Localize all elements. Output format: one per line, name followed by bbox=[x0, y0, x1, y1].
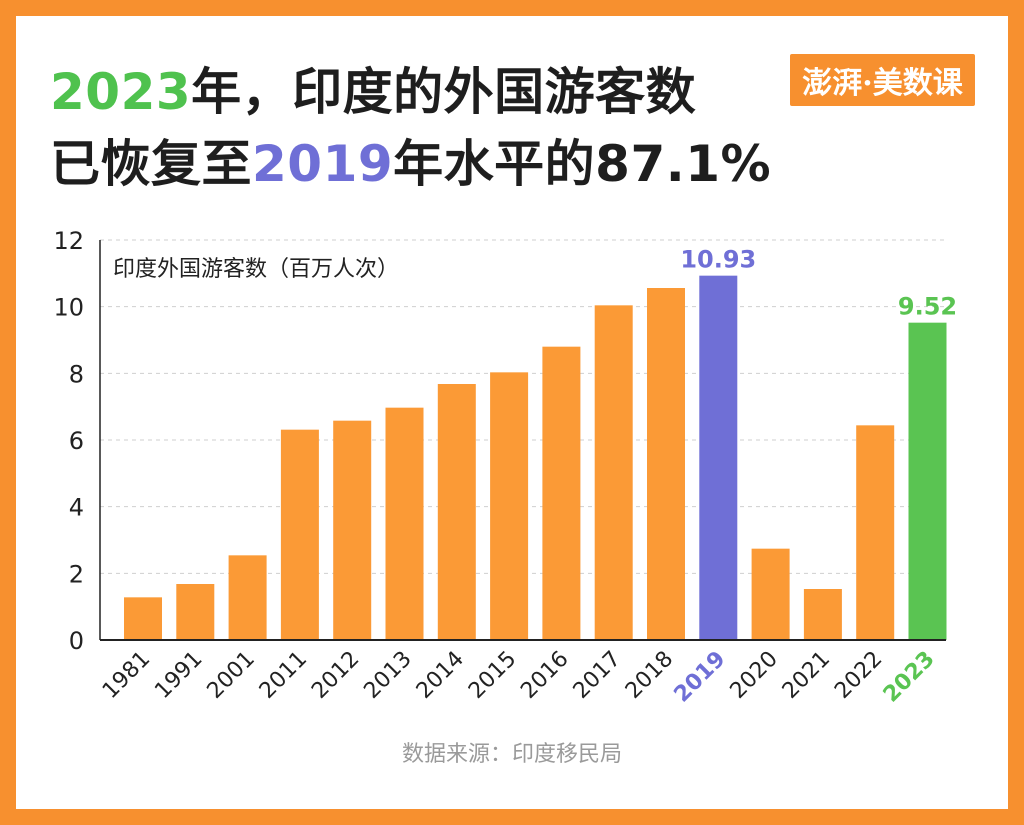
x-tick-label: 2011 bbox=[255, 647, 312, 704]
bar-2015 bbox=[490, 372, 529, 640]
data-label-2023: 9.52 bbox=[898, 293, 957, 321]
title-line-2: 已恢复至2019年水平的87.1% bbox=[50, 124, 771, 196]
bar-2001 bbox=[228, 555, 267, 640]
bar-2016 bbox=[542, 346, 581, 640]
x-tick-label: 2001 bbox=[203, 647, 260, 704]
data-label-2019: 10.93 bbox=[680, 246, 756, 274]
x-tick-label: 2022 bbox=[830, 647, 887, 704]
x-tick-label: 2018 bbox=[621, 647, 678, 704]
y-tick-label: 4 bbox=[69, 494, 84, 522]
y-tick-label: 2 bbox=[69, 560, 84, 588]
bar-2023 bbox=[908, 322, 947, 640]
bar-2018 bbox=[647, 288, 685, 640]
x-tick-label: 2017 bbox=[569, 647, 626, 704]
y-tick-label: 0 bbox=[69, 627, 84, 655]
bar-2020 bbox=[751, 548, 790, 640]
title-year-2019: 2019 bbox=[252, 135, 394, 193]
bar-2021 bbox=[803, 589, 842, 640]
y-tick-label: 8 bbox=[69, 360, 84, 388]
bar-2012 bbox=[333, 420, 372, 640]
bar-2014 bbox=[437, 384, 476, 640]
x-tick-label: 1981 bbox=[98, 647, 155, 704]
y-tick-label: 12 bbox=[53, 227, 84, 255]
bar-2017 bbox=[594, 305, 633, 640]
x-tick-label: 1991 bbox=[150, 647, 207, 704]
x-tick-label: 2012 bbox=[307, 647, 364, 704]
x-tick-label: 2021 bbox=[778, 647, 835, 704]
series-label: 印度外国游客数（百万人次） bbox=[113, 257, 399, 282]
title-line-1-text: 年，印度的外国游客数 bbox=[191, 63, 697, 121]
x-tick-label: 2020 bbox=[726, 647, 783, 704]
bar-2022 bbox=[856, 425, 895, 640]
title-line-1: 2023年，印度的外国游客数 bbox=[50, 52, 696, 124]
x-tick-label: 2013 bbox=[359, 647, 416, 704]
bar-2013 bbox=[385, 407, 424, 640]
title-line-2-prefix: 已恢复至 bbox=[50, 135, 252, 193]
bar-2011 bbox=[280, 429, 319, 640]
title-line-2-text: 年水平的87.1% bbox=[393, 135, 772, 193]
y-tick-label: 10 bbox=[53, 294, 84, 322]
x-tick-label: 2023 bbox=[879, 647, 940, 708]
bar-1981 bbox=[124, 597, 162, 640]
bar-1991 bbox=[176, 584, 215, 640]
brand-logo: 澎湃·美数课 bbox=[790, 54, 975, 106]
y-tick-label: 6 bbox=[69, 427, 84, 455]
data-source: 数据来源：印度移民局 bbox=[401, 742, 622, 767]
x-tick-label: 2019 bbox=[670, 647, 731, 708]
x-tick-label: 2015 bbox=[464, 647, 521, 704]
x-tick-label: 2014 bbox=[412, 647, 469, 704]
x-tick-label: 2016 bbox=[516, 647, 573, 704]
title-year-2023: 2023 bbox=[50, 63, 192, 121]
bar-2019 bbox=[699, 275, 738, 640]
